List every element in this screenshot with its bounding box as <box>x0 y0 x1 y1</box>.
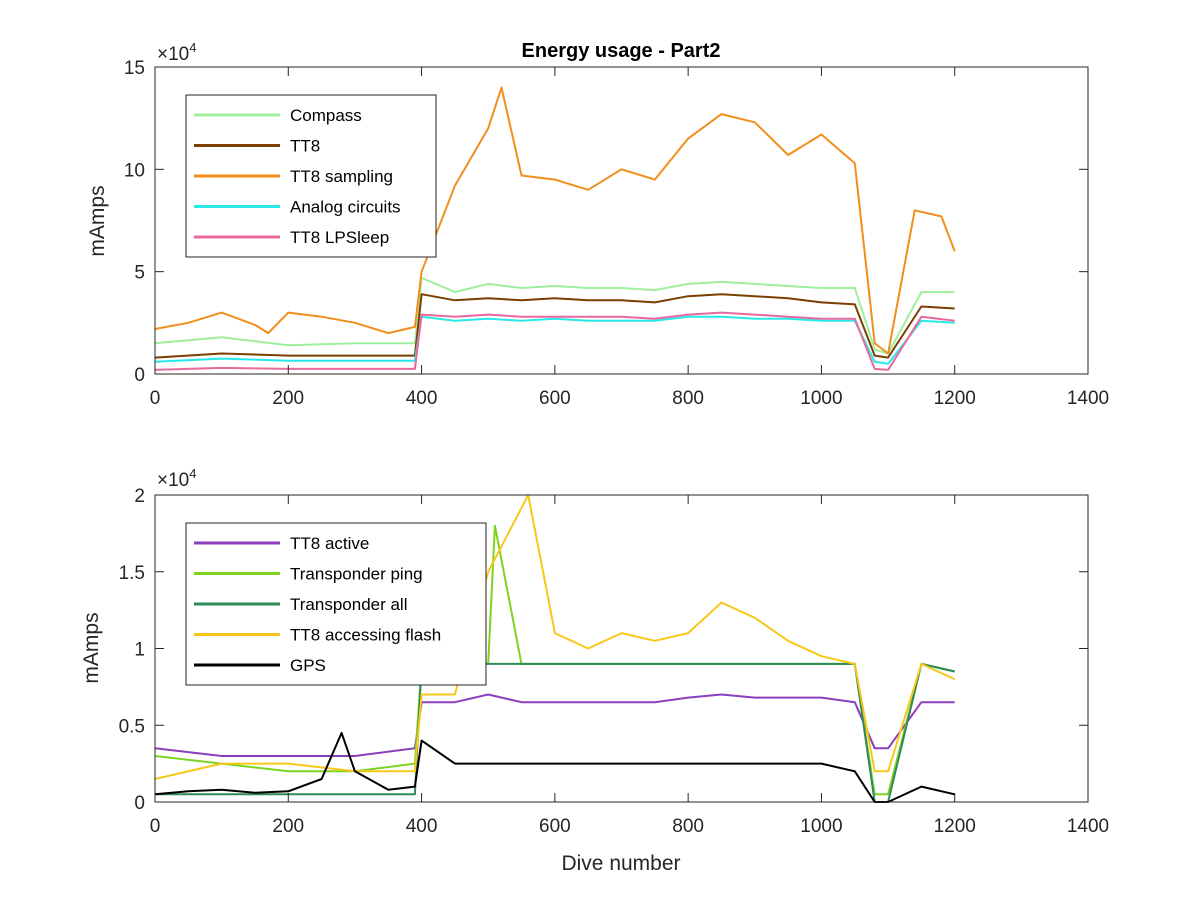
y-tick-label: 10 <box>124 160 145 181</box>
series-line-gps <box>154 731 955 803</box>
x-tick-label: 1200 <box>934 816 976 837</box>
x-tick-label: 400 <box>406 388 438 409</box>
legend-label: Transponder ping <box>290 565 423 584</box>
y-axis-label: mAmps <box>86 185 109 256</box>
y-tick-label: 0.5 <box>119 716 145 737</box>
x-tick-label: 800 <box>672 816 704 837</box>
x-tick-label: 1400 <box>1067 816 1109 837</box>
legend-label: TT8 accessing flash <box>290 626 441 645</box>
x-tick-label: 800 <box>672 388 704 409</box>
legend-label: TT8 active <box>290 534 369 553</box>
x-tick-label: 0 <box>150 816 161 837</box>
y-exponent-label: ×104 <box>157 466 196 491</box>
legend-label: GPS <box>290 656 326 675</box>
axis-ticks: 0 200 400 600 800 1000 1200 1400 0 0.5 1 1.5 2 <box>119 486 1110 837</box>
x-tick-label: 200 <box>272 388 304 409</box>
legend-label: Analog circuits <box>290 198 401 217</box>
top-chart: Energy usage - Part2 ×104 mAmps 0 200 400 6… <box>86 40 1109 409</box>
legend-label: TT8 sampling <box>290 167 393 186</box>
plot-area <box>154 494 956 803</box>
bottom-chart: ×104 mAmps Dive number 0 200 400 600 800 1000… <box>80 466 1109 875</box>
series-line-tt8-sampling <box>154 86 956 355</box>
y-tick-label: 1 <box>134 640 145 661</box>
y-axis-label: mAmps <box>80 612 103 683</box>
y-tick-label: 5 <box>134 263 145 284</box>
axis-ticks: 0 200 400 600 800 1000 1200 1400 0 5 10 15 <box>124 58 1109 409</box>
axes-box <box>154 66 1089 375</box>
series-line-transponder-all <box>155 662 955 803</box>
legend-label: Transponder all <box>290 595 408 614</box>
series-line-compass <box>154 276 955 355</box>
y-tick-label: 15 <box>124 58 145 79</box>
series-line-tt8-lpsleep <box>154 311 955 371</box>
plot-area <box>154 86 956 371</box>
x-tick-label: 1000 <box>800 388 842 409</box>
y-exponent-label: ×104 <box>157 40 196 65</box>
x-tick-label: 200 <box>272 816 304 837</box>
y-tick-label: 0 <box>134 793 145 814</box>
series-line-analog-circuits <box>154 315 955 365</box>
x-tick-label: 600 <box>539 816 571 837</box>
x-tick-label: 1400 <box>1067 388 1109 409</box>
y-tick-label: 1.5 <box>119 563 145 584</box>
legend: TT8 active Transponder ping Transponder al… <box>185 522 487 686</box>
legend-label: TT8 <box>290 137 320 156</box>
y-tick-label: 0 <box>134 365 145 386</box>
x-tick-label: 0 <box>150 388 161 409</box>
y-tick-label: 2 <box>134 486 145 507</box>
legend: Compass TT8 TT8 sampling Analog circuits TT8… <box>185 94 437 258</box>
series-line-tt8-accessing-flash <box>154 494 956 780</box>
x-tick-label: 1000 <box>800 816 842 837</box>
legend-label: TT8 LPSleep <box>290 228 389 247</box>
x-axis-label: Dive number <box>561 852 680 875</box>
x-tick-label: 1200 <box>934 388 976 409</box>
x-tick-label: 600 <box>539 388 571 409</box>
series-line-tt8 <box>154 293 955 359</box>
chart-title: Energy usage - Part2 <box>522 40 721 62</box>
series-line-tt8-active <box>154 693 955 757</box>
legend-label: Compass <box>290 106 362 125</box>
x-tick-label: 400 <box>406 816 438 837</box>
